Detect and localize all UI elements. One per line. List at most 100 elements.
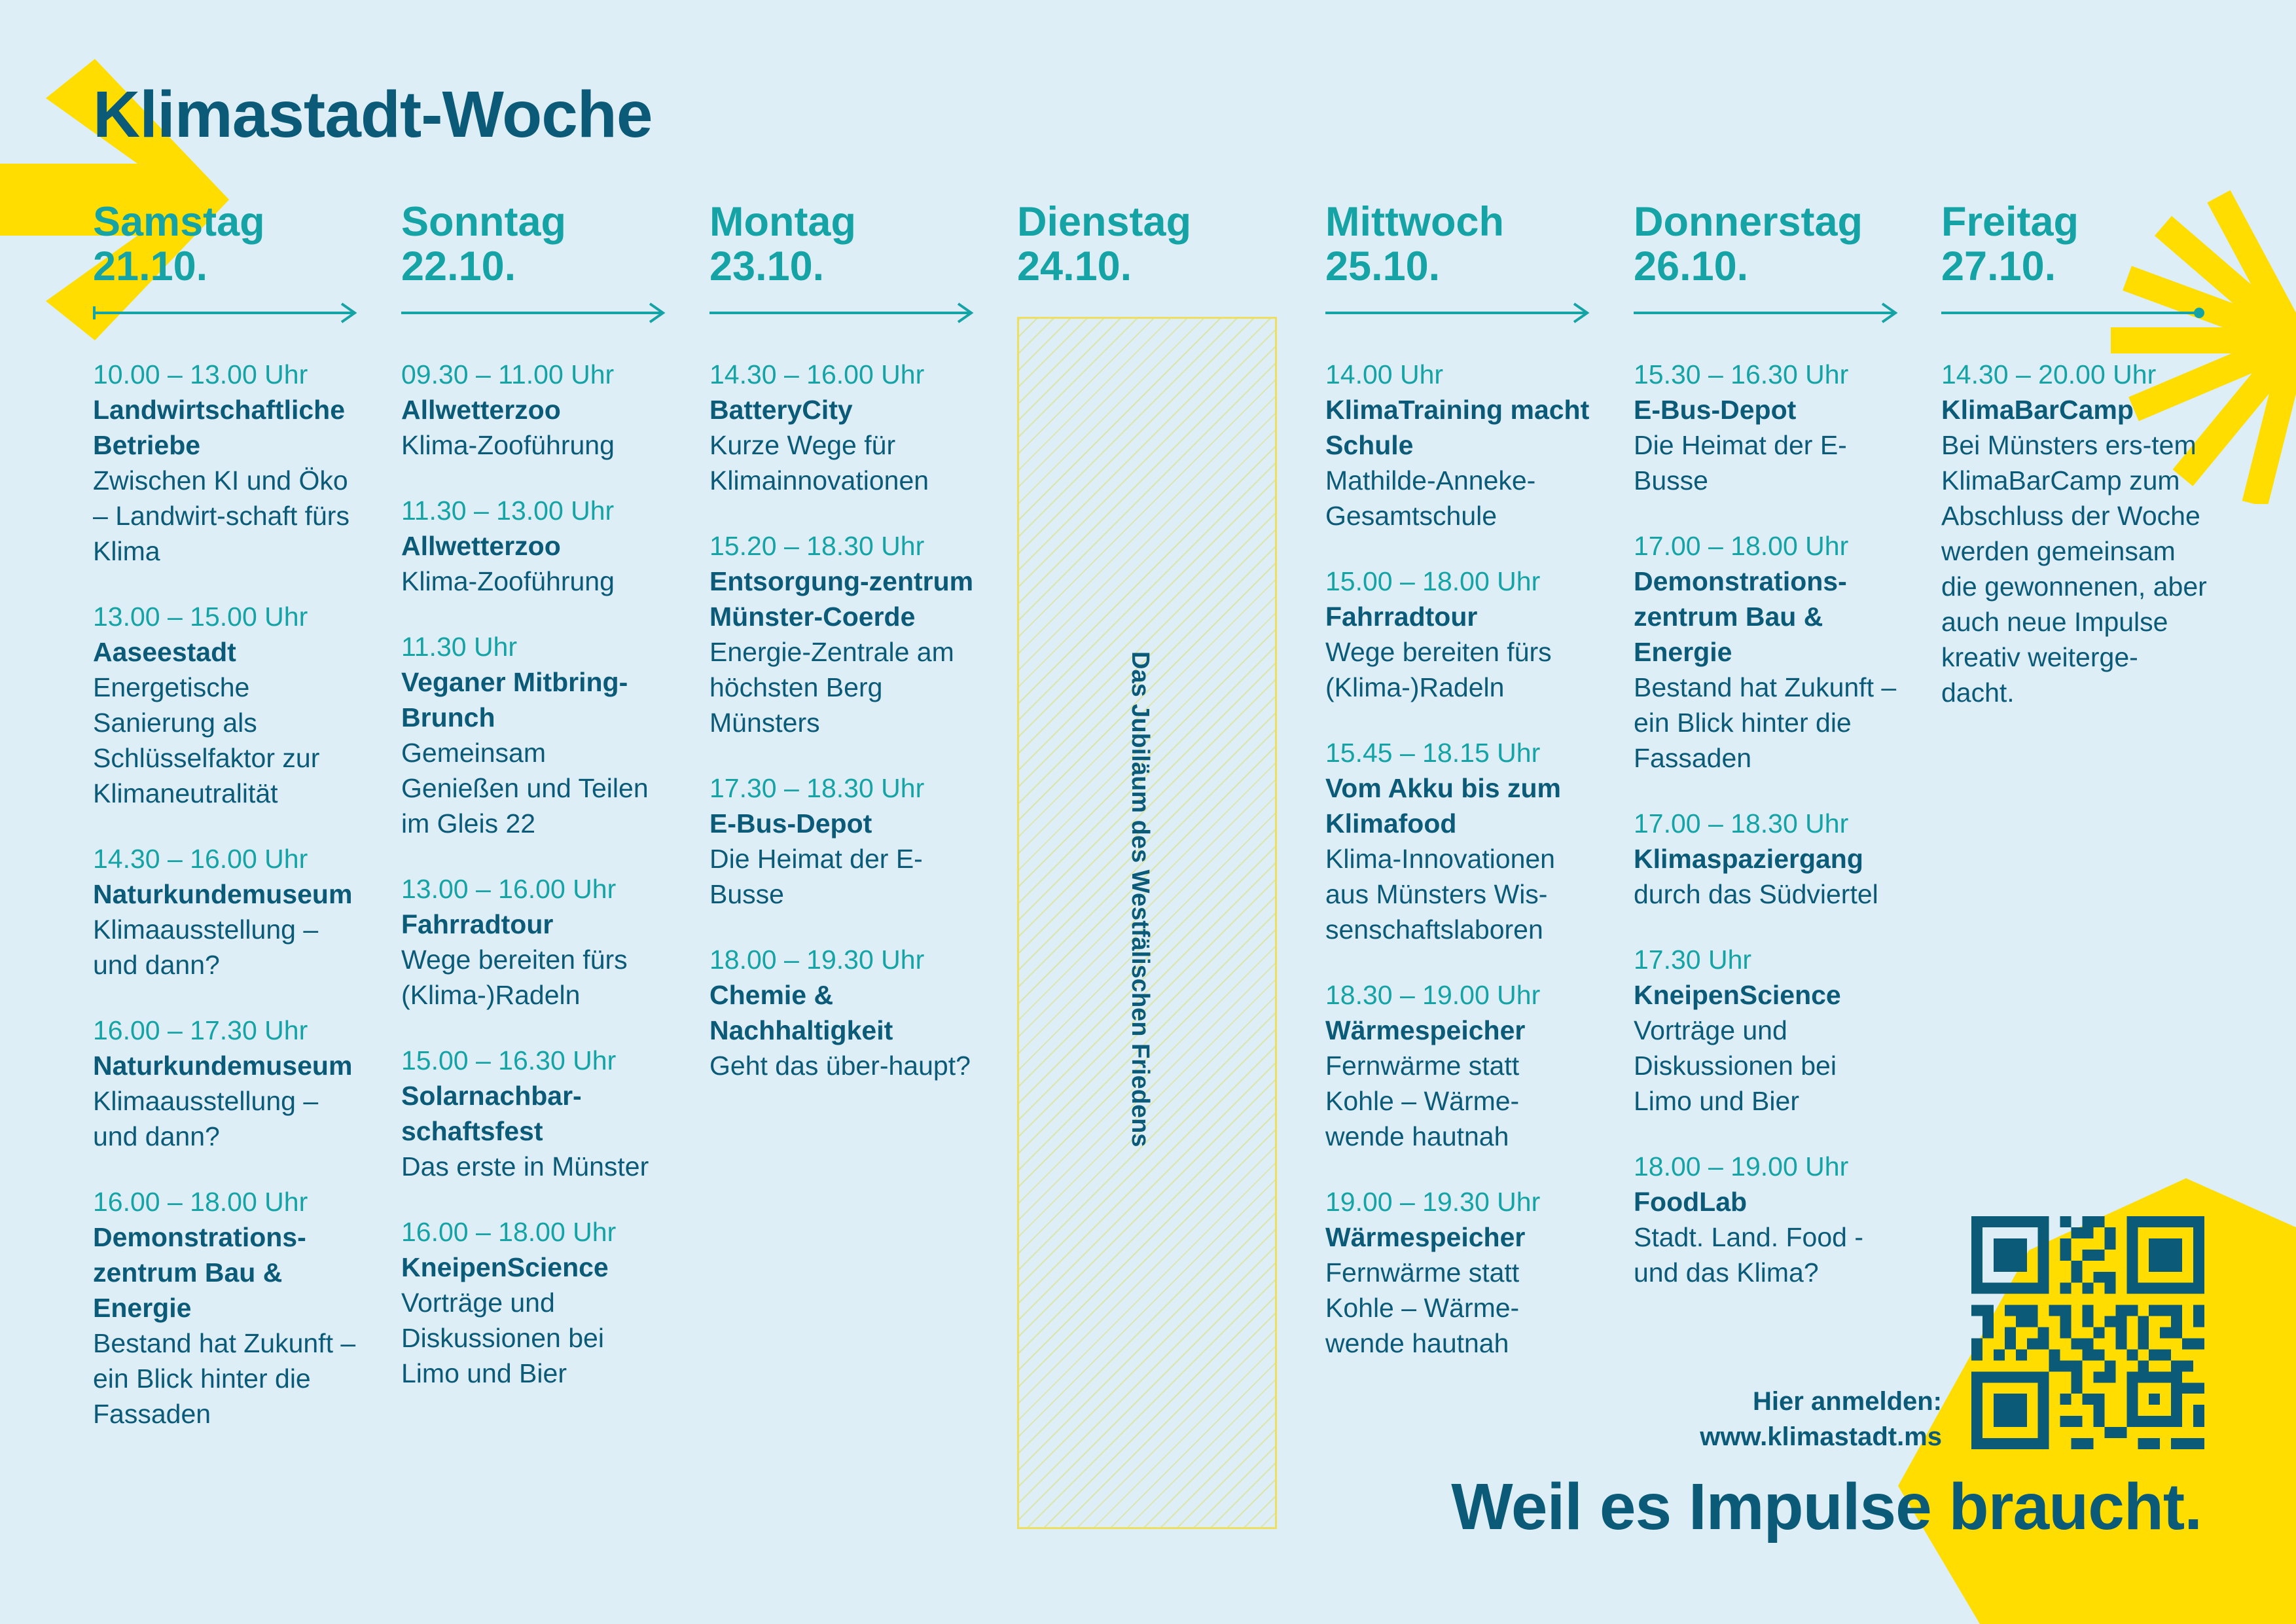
event-time: 10.00 – 13.00 Uhr [93,359,308,389]
event-desc: Energetische Sanierung als Schlüsselfakt… [93,672,320,808]
arrow-right-icon [1325,302,1590,323]
event-item: 15.00 – 18.00 Uhr Fahrradtour Wege bereite… [1325,564,1594,705]
event-time: 16.00 – 17.30 Uhr [93,1015,308,1045]
event-item: 14.30 – 16.00 Uhr Naturkundemuseum Klimaau… [93,841,361,983]
event-title: E-Bus-Depot [1634,395,1797,425]
event-time: 17.30 Uhr [1634,945,1752,975]
day-column-samstag: Samstag 21.10. 10.00 – 13.00 Uhr Landwirts… [93,200,361,1462]
day-column-dienstag: Dienstag 24.10. [1017,200,1285,289]
event-time: 15.00 – 16.30 Uhr [401,1045,617,1075]
day-column-freitag: Freitag 27.10. 14.30 – 20.00 Uhr KlimaBarC… [1941,200,2210,740]
day-weekday: Samstag [93,199,265,245]
page-title: Klimastadt-Woche [93,78,653,151]
dienstag-note: Das Jubiläum des Westfälischen Friedens [1126,651,1154,1147]
event-item: 16.00 – 18.00 Uhr Demonstrations-zentrum … [93,1184,361,1432]
event-desc: Wege bereiten fürs (Klima-)Radeln [401,945,628,1010]
event-time: 17.30 – 18.30 Uhr [709,773,925,803]
event-item: 14.30 – 20.00 Uhr KlimaBarCamp Bei Münster… [1941,357,2210,710]
day-weekday: Montag [709,199,856,245]
event-desc: Vorträge und Diskussionen bei Limo und B… [1634,1015,1837,1116]
event-title: KneipenScience [1634,980,1841,1010]
event-item: 09.30 – 11.00 Uhr Allwetterzoo Klima-Zoofü… [401,357,670,463]
event-desc: Wege bereiten fürs (Klima-)Radeln [1325,637,1552,702]
event-desc: Klimaausstellung – und dann? [93,914,319,980]
event-item: 10.00 – 13.00 Uhr Landwirtschaftliche Bet… [93,357,361,569]
arrow-line-icon [1941,308,2204,318]
event-time: 15.00 – 18.00 Uhr [1325,566,1541,596]
event-title: Solarnachbar-schaftsfest [401,1081,582,1146]
event-item: 15.00 – 16.30 Uhr Solarnachbar-schaftsfes… [401,1043,670,1184]
event-time: 13.00 – 16.00 Uhr [401,874,617,904]
event-desc: Bestand hat Zukunft – ein Blick hinter d… [93,1328,356,1429]
event-title: Demonstrations-zentrum Bau & Energie [93,1222,306,1323]
event-desc: Klima-Innovationen aus Münsters Wis-sens… [1325,844,1555,945]
event-title: Allwetterzoo [401,395,561,425]
day-weekday: Donnerstag [1634,199,1863,245]
event-title: Fahrradtour [1325,602,1478,632]
event-desc: Klima-Zooführung [401,430,615,460]
day-date: 27.10. [1941,244,2056,289]
tagline: Weil es Impulse braucht. [1451,1470,2202,1543]
event-item: 14.30 – 16.00 Uhr BatteryCity Kurze Wege f… [709,357,978,498]
event-time: 16.00 – 18.00 Uhr [93,1187,308,1217]
event-desc: Kurze Wege für Klimainnovationen [709,430,929,496]
event-item: 16.00 – 17.30 Uhr Naturkundemuseum Klimaau… [93,1013,361,1154]
event-title: KlimaBarCamp [1941,395,2134,425]
event-time: 11.30 – 13.00 Uhr [401,496,615,526]
day-date: 24.10. [1017,244,1132,289]
event-desc: Geht das über-haupt? [709,1051,971,1081]
event-item: 18.00 – 19.00 Uhr FoodLab Stadt. Land. Foo… [1634,1149,1902,1290]
event-title: FoodLab [1634,1187,1748,1217]
event-time: 15.30 – 16.30 Uhr [1634,359,1849,389]
sun-burst-icon [2111,190,2296,504]
event-item: 16.00 – 18.00 Uhr KneipenScience Vorträge … [401,1214,670,1391]
event-time: 16.00 – 18.00 Uhr [401,1217,617,1247]
arrow-right-icon [1634,302,1898,323]
day-date: 25.10. [1325,244,1441,289]
event-desc: Bestand hat Zukunft – ein Blick hinter d… [1634,672,1897,773]
event-title: Wärmespeicher [1325,1015,1526,1045]
event-item: 11.30 Uhr Veganer Mitbring-Brunch Gemeinsa… [401,629,670,841]
event-title: KlimaTraining macht Schule [1325,395,1590,460]
event-title: KneipenScience [401,1252,609,1282]
event-title: Naturkundemuseum [93,1051,353,1081]
day-weekday: Freitag [1941,199,2079,245]
event-time: 14.30 – 16.00 Uhr [709,359,925,389]
event-desc: Klima-Zooführung [401,566,615,596]
event-desc: Bei Münsters ers-tem KlimaBarCamp zum Ab… [1941,430,2207,708]
day-date: 22.10. [401,244,516,289]
event-desc: Mathilde-Anneke-Gesamtschule [1325,465,1536,531]
event-time: 18.30 – 19.00 Uhr [1325,980,1541,1010]
event-item: 14.00 Uhr KlimaTraining macht Schule Mathi… [1325,357,1594,533]
event-title: Entsorgung-zentrum Münster-Coerde [709,566,974,632]
event-title: Landwirtschaftliche Betriebe [93,395,346,460]
event-title: Demonstrations-zentrum Bau & Energie [1634,566,1847,667]
event-desc: Die Heimat der E-Busse [1634,430,1847,496]
event-time: 15.45 – 18.15 Uhr [1325,738,1541,768]
event-desc: Vorträge und Diskussionen bei Limo und B… [401,1288,604,1388]
event-title: Veganer Mitbring-Brunch [401,667,628,732]
event-time: 11.30 Uhr [401,632,518,662]
event-time: 17.00 – 18.30 Uhr [1634,808,1849,839]
qr-code-icon[interactable] [1971,1216,2204,1449]
event-desc: Gemeinsam Genießen und Teilen im Gleis 2… [401,738,649,839]
day-date: 23.10. [709,244,825,289]
signup-url-link[interactable]: www.klimastadt.ms [1700,1422,1942,1451]
event-time: 14.30 – 20.00 Uhr [1941,359,2157,389]
event-item: 18.30 – 19.00 Uhr Wärmespeicher Fernwärme … [1325,977,1594,1154]
day-column-mittwoch: Mittwoch 25.10. 14.00 Uhr KlimaTraining ma… [1325,200,1594,1391]
event-item: 11.30 – 13.00 Uhr Allwetterzoo Klima-Zoofü… [401,493,670,599]
event-desc: Die Heimat der E-Busse [709,844,923,909]
event-time: 15.20 – 18.30 Uhr [709,531,925,561]
day-column-donnerstag: Donnerstag 26.10. 15.30 – 16.30 Uhr E-Bus-… [1634,200,1902,1320]
event-time: 18.00 – 19.30 Uhr [709,945,925,975]
event-desc: Stadt. Land. Food - und das Klima? [1634,1222,1864,1288]
event-item: 18.00 – 19.30 Uhr Chemie & Nachhaltigkeit… [709,942,978,1083]
event-item: 19.00 – 19.30 Uhr Wärmespeicher Fernwärme … [1325,1184,1594,1361]
event-title: Wärmespeicher [1325,1222,1526,1252]
event-time: 17.00 – 18.00 Uhr [1634,531,1849,561]
event-time: 13.00 – 15.00 Uhr [93,602,308,632]
day-date: 26.10. [1634,244,1749,289]
event-item: 17.00 – 18.30 Uhr Klimaspaziergang durch d… [1634,806,1902,912]
day-column-montag: Montag 23.10. 14.30 – 16.00 Uhr BatteryCit… [709,200,978,1113]
